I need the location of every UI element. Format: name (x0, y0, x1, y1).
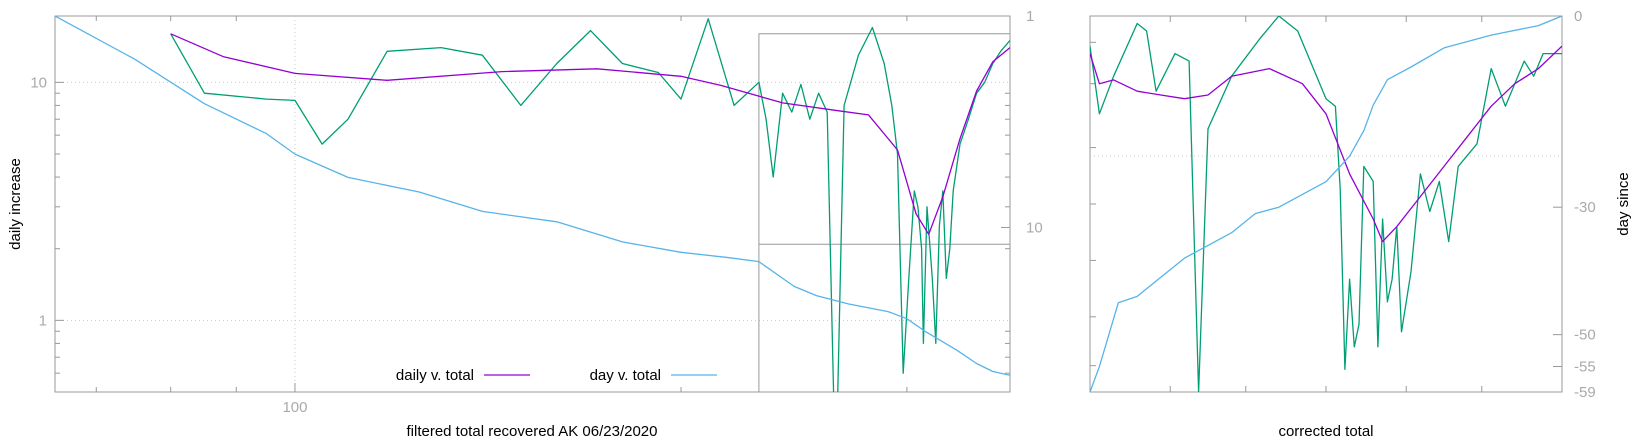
left-x-axis-title: filtered total recovered AK 06/23/2020 (406, 423, 657, 440)
right-ticks: 0 -30 -50 -55 -59 (1090, 8, 1596, 401)
left-y2-tick-label: 10 (1026, 219, 1043, 236)
left-y-tick-label: 1 (39, 312, 47, 329)
series-line-daily (170, 33, 1010, 235)
left-inset-box (758, 33, 1011, 393)
left-ticks: 1 10 100 1 10 (30, 8, 1042, 416)
right-series-group (1090, 16, 1562, 392)
right-plot-frame (1089, 15, 1563, 393)
left-plot-frame (54, 15, 1011, 393)
legend-label-daily: daily v. total (396, 367, 474, 384)
left-chart-panel: 1 10 100 1 10 filtered total recovered AK 06… (7, 8, 1043, 440)
right-series-line-daily (1090, 45, 1562, 243)
left-y-tick-label: 10 (30, 74, 47, 91)
left-series-group (55, 16, 1010, 392)
right-y2-tick-label: -55 (1574, 359, 1596, 376)
right-x-axis-title: corrected total (1278, 423, 1373, 440)
right-chart-panel: 0 -30 -50 -55 -59 corrected total day since (1089, 8, 1632, 440)
right-series-line-day (1090, 16, 1562, 392)
left-x-tick-label: 100 (282, 399, 307, 416)
right-y2-tick-label: 0 (1574, 8, 1582, 25)
right-y2-tick-label: -59 (1574, 384, 1596, 401)
legend: daily v. total day v. total (396, 367, 717, 384)
legend-label-day: day v. total (590, 367, 661, 384)
series-line-raw (170, 18, 1010, 392)
left-y-axis-title: daily increase (7, 158, 24, 250)
right-y-axis-title: day since (1615, 172, 1632, 235)
right-series-line-raw (1090, 16, 1562, 392)
right-y2-tick-label: -30 (1574, 199, 1596, 216)
left-y2-tick-label: 1 (1026, 8, 1034, 25)
left-grid (55, 16, 1010, 392)
series-line-day (55, 16, 1010, 376)
right-y2-tick-label: -50 (1574, 327, 1596, 344)
